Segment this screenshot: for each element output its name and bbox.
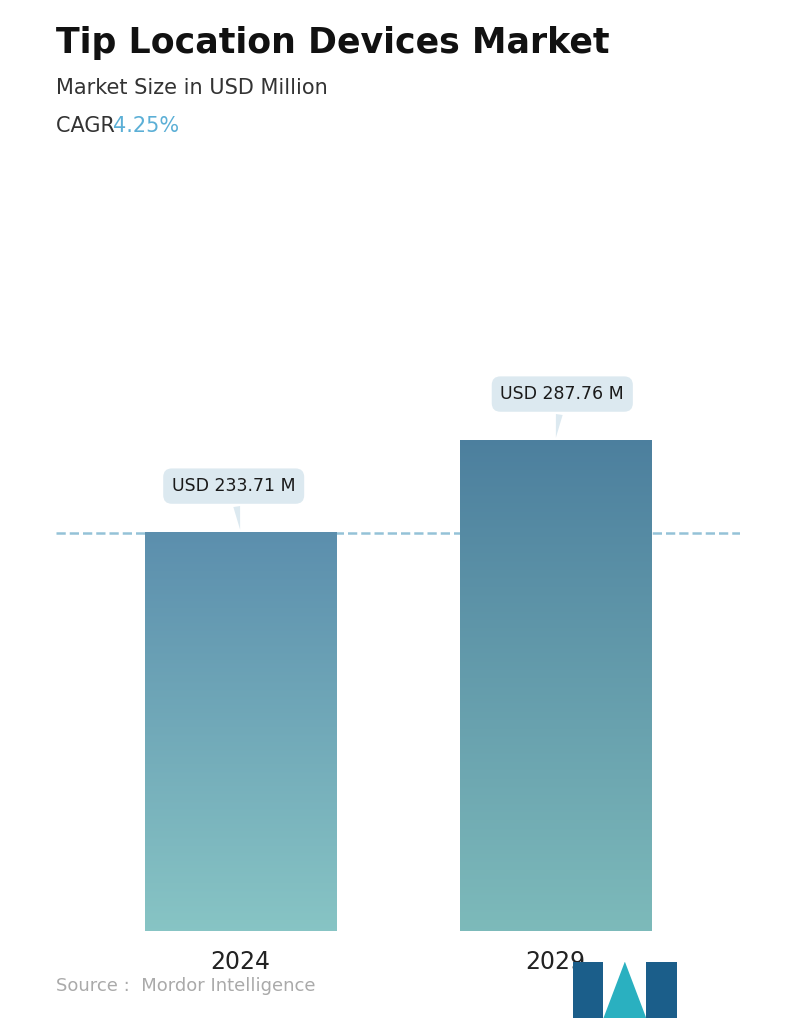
- Text: CAGR: CAGR: [56, 116, 121, 135]
- Polygon shape: [603, 962, 646, 1018]
- Text: USD 287.76 M: USD 287.76 M: [501, 385, 624, 437]
- Polygon shape: [573, 962, 603, 1018]
- Text: Source :  Mordor Intelligence: Source : Mordor Intelligence: [56, 977, 315, 995]
- Text: USD 233.71 M: USD 233.71 M: [172, 477, 295, 529]
- Text: Tip Location Devices Market: Tip Location Devices Market: [56, 26, 609, 60]
- Text: 4.25%: 4.25%: [113, 116, 179, 135]
- Polygon shape: [646, 962, 677, 1018]
- Text: Market Size in USD Million: Market Size in USD Million: [56, 78, 327, 97]
